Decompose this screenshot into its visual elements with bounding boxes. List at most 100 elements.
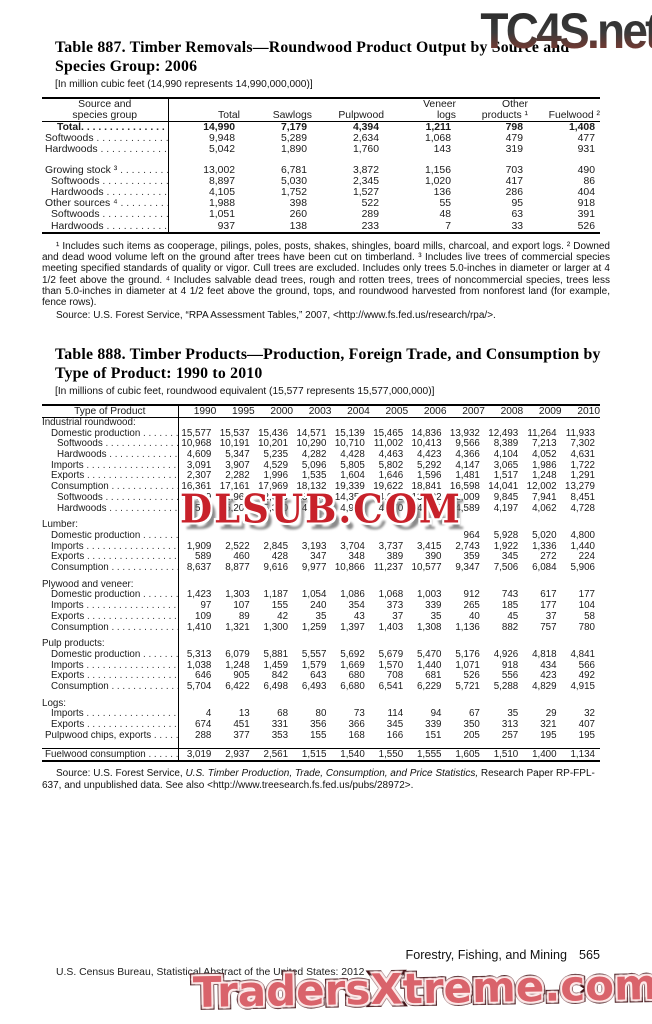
cell-value: 1,481	[455, 471, 480, 482]
dot-leader	[84, 601, 178, 612]
cell-value: 7,213	[532, 439, 557, 450]
cell-value: 40	[468, 611, 480, 622]
cell-value: 12,009	[449, 492, 480, 503]
cell-value: 272	[540, 552, 557, 563]
table-row: Exports 674 451 331 356 366 345 339 350 313 321 407	[42, 720, 600, 731]
cell-value	[408, 531, 446, 542]
column-header: 2003	[293, 404, 332, 418]
cell-value: 743	[501, 590, 519, 601]
cell-value: 681	[425, 671, 442, 682]
row-label-cell: Exports	[42, 612, 178, 623]
dot-leader	[109, 482, 178, 493]
cell-value: 19,339	[334, 482, 365, 493]
cell-value: 9,566	[455, 439, 480, 450]
table-row: Exports 646 905 842 643 680 708 681 526 556 423 492	[42, 671, 600, 683]
blank-cell	[167, 155, 600, 165]
cell-value: 4,052	[532, 450, 557, 461]
cell-value: 1,068	[378, 590, 404, 601]
table-row: Consumption 8,637 8,877 9,616 9,977 10,866 11,…	[42, 563, 600, 574]
table-row: Plywood and veneer:	[42, 579, 600, 591]
cell-value: 1,440	[570, 541, 595, 552]
table-row: Logs:	[42, 698, 600, 710]
dot-leader	[109, 682, 178, 693]
cell-value: 2,634	[352, 133, 379, 145]
cell-value: 1,555	[408, 747, 447, 762]
cell-value: 2,845	[263, 541, 289, 552]
blank-cell	[42, 156, 168, 165]
cell-value: 205	[463, 730, 480, 741]
cell-value: 398	[289, 198, 307, 210]
row-label-cell: Consumption	[42, 682, 178, 693]
column-header: Veneer logs	[384, 98, 456, 122]
cell-value: 114	[387, 709, 404, 720]
row-label-cell: Exports	[42, 552, 178, 563]
table-row	[42, 155, 600, 165]
row-label-text: Domestic production	[51, 649, 141, 660]
table-row: Domestic production 1,423 1,303 1,187 1,054 1…	[42, 590, 600, 602]
cell-value: 5,292	[416, 460, 442, 471]
cell-value: 389	[386, 552, 404, 563]
cell-value: 4,800	[570, 530, 595, 541]
cell-value: 14,041	[488, 482, 519, 493]
cell-value: 1,423	[177, 590, 217, 602]
cell-value: 35	[315, 611, 327, 622]
row-label-text: Hardwoods	[57, 503, 107, 514]
table-row: Imports 1,909 2,522 2,845 3,193 3,704 3,737 3,4…	[42, 541, 600, 553]
cell-value: 13,398	[296, 492, 327, 503]
header-row: Source and species group Total Sawlogs Pulp…	[42, 98, 600, 122]
row-label: Exports	[42, 552, 178, 563]
cell-value: 4,728	[570, 503, 595, 514]
row-label-cell: Consumption	[42, 563, 178, 574]
cell-value: 1,071	[455, 660, 480, 671]
cell-value: 37	[392, 611, 404, 622]
row-label: Softwoods	[42, 176, 168, 187]
cell-value: 4,631	[570, 450, 595, 461]
cell-value: 4,841	[570, 649, 595, 660]
cell-value: 2,522	[225, 541, 250, 552]
row-label-text: Growing stock ³	[45, 164, 118, 176]
cell-value: 29	[545, 709, 557, 720]
column-header: 1995	[216, 404, 255, 418]
cell-value: 7,506	[493, 563, 519, 574]
row-label-text: Domestic production	[51, 428, 141, 439]
row-label-text: Other sources ⁴	[45, 198, 118, 210]
cell-value: 6,422	[225, 682, 250, 693]
cell-value: 492	[578, 671, 595, 682]
cell-value: 708	[386, 671, 404, 682]
cell-value: 18,132	[296, 482, 327, 493]
cell-value: 42	[277, 611, 289, 622]
census-credit: U.S. Census Bureau, Statistical Abstract…	[56, 967, 365, 978]
cell-value: 5,470	[416, 649, 442, 660]
dot-leader	[140, 531, 177, 542]
dot-leader	[84, 709, 178, 720]
cell-value: 490	[577, 164, 595, 176]
cell-value: 1,988	[167, 198, 240, 210]
column-header: 2007	[446, 404, 485, 418]
table-row: Hardwoods 4,582 5,200 5,310 4,734 4,983 4,970 4…	[42, 503, 600, 515]
cell-value: 6,498	[263, 682, 289, 693]
cell-value: 5,704	[177, 682, 217, 693]
cell-value: 73	[353, 709, 365, 720]
cell-value: 6,541	[378, 682, 404, 693]
cell-value: 912	[463, 590, 480, 601]
stub-header: Source and species group	[42, 98, 168, 122]
cell-value: 4,829	[532, 682, 557, 693]
cell-value: 5,176	[455, 649, 480, 660]
page-content: Table 887. Timber Removals—Roundwood Pro…	[0, 0, 652, 791]
row-label-text: Fuelwood consumption	[45, 749, 146, 760]
row-label-text: Domestic production	[51, 590, 141, 601]
row-label-cell: Hardwoods	[42, 504, 178, 515]
dot-leader	[94, 133, 168, 144]
dot-leader	[84, 661, 178, 672]
cell-value: 1,211	[425, 122, 451, 133]
cell-value: 931	[577, 144, 595, 156]
cell-value: 4,818	[532, 649, 557, 660]
table-888-source: Source: U.S. Forest Service, U.S. Timber…	[42, 768, 610, 791]
row-label-cell: Consumption	[42, 482, 178, 493]
cell-value: 356	[310, 720, 327, 731]
cell-value: 288	[177, 730, 217, 742]
cell-value: 366	[348, 720, 365, 731]
table-888-unit-note: [In millions of cubic feet, roundwood eq…	[55, 385, 435, 397]
